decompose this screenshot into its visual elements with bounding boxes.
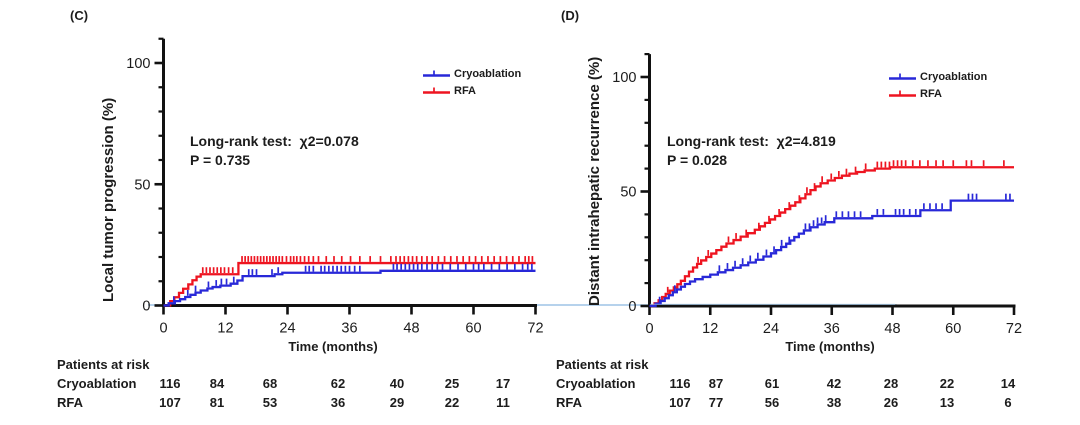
risk-count: 25	[444, 376, 460, 391]
risk-row-label-rfa: RFA	[57, 395, 83, 410]
panel-c-x-axis-label: Time (months)	[288, 339, 378, 354]
risk-count: 87	[708, 376, 724, 391]
panel-c-risk-table-title: Patients at risk	[57, 357, 150, 372]
panel-c-pvalue-annotation: P = 0.735	[190, 152, 251, 168]
legend-line-marker	[423, 87, 450, 94]
x-tick-label: 36	[824, 321, 840, 337]
legend-line-marker	[889, 73, 916, 80]
risk-count: 11	[496, 395, 510, 410]
panel-c-logrank-annotation: Long-rank test: χ2=0.078	[190, 133, 359, 149]
x-tick-label: 60	[945, 321, 961, 337]
panel-c-legend: Cryoablation RFA	[423, 66, 521, 100]
panel-d-pvalue-annotation: P = 0.028	[667, 152, 728, 168]
risk-count: 107	[669, 395, 691, 410]
risk-count: 116	[159, 376, 181, 391]
risk-count: 56	[764, 395, 780, 410]
legend-label: Cryoablation	[454, 68, 522, 80]
risk-count: 17	[495, 376, 511, 391]
legend-item-cryoablation: Cryoablation	[889, 69, 987, 85]
risk-row-label-cryoablation: Cryoablation	[556, 376, 636, 391]
risk-row-label-cryoablation: Cryoablation	[57, 376, 137, 391]
x-tick-label: 60	[465, 321, 481, 337]
legend-label: RFA	[454, 85, 476, 97]
legend-label: Cryoablation	[920, 71, 988, 83]
risk-count: 116	[669, 376, 691, 391]
x-tick-label: 48	[403, 321, 419, 337]
legend-item-rfa: RFA	[423, 83, 521, 99]
risk-count: 38	[826, 395, 842, 410]
risk-count: 13	[939, 395, 955, 410]
legend-item-rfa: RFA	[889, 86, 987, 102]
panel-c-y-axis-label: Local tumor progression (%)	[100, 97, 117, 302]
legend-line-marker	[889, 90, 916, 97]
risk-count: 62	[330, 376, 346, 391]
risk-count: 14	[1000, 376, 1016, 391]
panel-c-label: (C)	[70, 8, 89, 23]
panel-d-logrank-annotation: Long-rank test: χ2=4.819	[667, 133, 836, 149]
risk-count: 22	[444, 395, 460, 410]
y-tick-label: 50	[620, 185, 636, 201]
risk-count: 36	[330, 395, 346, 410]
risk-count: 26	[883, 395, 899, 410]
y-tick-label: 0	[142, 299, 150, 315]
x-tick-label: 12	[217, 321, 233, 337]
risk-count: 29	[389, 395, 405, 410]
y-tick-label: 100	[126, 56, 150, 72]
panel-d-x-axis-label: Time (months)	[785, 339, 875, 354]
y-tick-label: 50	[134, 177, 150, 193]
km-curve-rfa	[649, 166, 1014, 308]
legend-label: RFA	[920, 88, 942, 100]
x-tick-label: 72	[1006, 321, 1022, 337]
x-tick-label: 48	[884, 321, 900, 337]
x-tick-label: 24	[279, 321, 295, 337]
x-tick-label: 12	[702, 321, 718, 337]
x-tick-label: 0	[645, 321, 653, 337]
panel-d-legend: Cryoablation RFA	[889, 69, 987, 103]
risk-count: 61	[764, 376, 780, 391]
km-curve-cryoablation	[163, 269, 536, 307]
risk-count: 53	[262, 395, 278, 410]
panel-d-risk-table-title: Patients at risk	[556, 357, 649, 372]
x-tick-label: 72	[527, 321, 543, 337]
risk-count: 40	[389, 376, 405, 391]
x-tick-label: 36	[341, 321, 357, 337]
panel-d-label: (D)	[561, 8, 580, 23]
risk-count: 68	[262, 376, 278, 391]
y-tick-label: 0	[628, 299, 636, 315]
risk-count: 42	[826, 376, 842, 391]
risk-count: 77	[708, 395, 724, 410]
risk-count: 6	[1004, 395, 1012, 410]
risk-count: 28	[883, 376, 899, 391]
legend-item-cryoablation: Cryoablation	[423, 66, 521, 82]
risk-count: 84	[209, 376, 225, 391]
risk-count: 107	[159, 395, 181, 410]
panel-d-y-axis-label: Distant intrahepatic recurrence (%)	[586, 56, 603, 306]
x-tick-label: 24	[763, 321, 779, 337]
y-tick-label: 100	[612, 70, 636, 86]
legend-line-marker	[423, 70, 450, 77]
km-curve-cryoablation	[649, 199, 1014, 308]
risk-row-label-rfa: RFA	[556, 395, 582, 410]
x-tick-label: 0	[159, 321, 167, 337]
risk-count: 81	[209, 395, 225, 410]
risk-count: 22	[939, 376, 955, 391]
